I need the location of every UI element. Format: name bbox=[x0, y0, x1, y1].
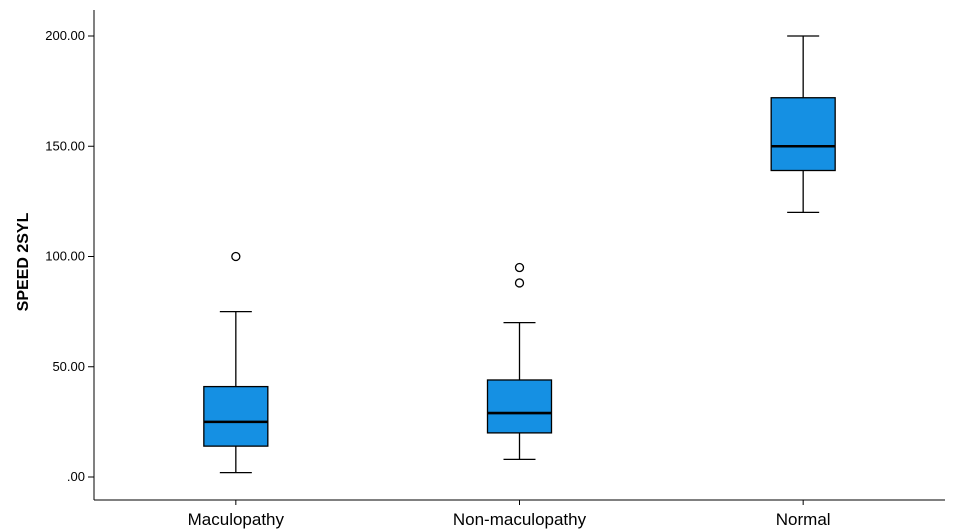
outlier-point bbox=[514, 278, 525, 288]
x-category-label: Normal bbox=[776, 510, 831, 529]
box-group bbox=[770, 35, 836, 214]
box-iqr bbox=[486, 379, 553, 434]
box-iqr bbox=[203, 385, 269, 447]
x-category-label: Non-maculopathy bbox=[453, 510, 587, 529]
box-iqr bbox=[770, 97, 836, 172]
y-tick-label: 200.00 bbox=[45, 28, 85, 43]
boxes bbox=[203, 35, 836, 474]
x-axis-ticks: Maculopathy Non-maculopathy Normal bbox=[188, 500, 831, 529]
x-category-label: Maculopathy bbox=[188, 510, 285, 529]
y-tick-label: 150.00 bbox=[45, 138, 85, 153]
y-tick-label: .00 bbox=[67, 469, 85, 484]
y-tick-label: 50.00 bbox=[52, 359, 85, 374]
y-axis-ticks: .00 50.00 100.00 150.00 200.00 bbox=[45, 28, 94, 484]
outlier-point bbox=[231, 251, 241, 262]
box-group bbox=[203, 251, 269, 474]
y-axis-title: SPEED 2SYL bbox=[15, 212, 32, 311]
box-group bbox=[486, 262, 553, 461]
outlier-point bbox=[514, 262, 525, 273]
y-tick-label: 100.00 bbox=[45, 249, 85, 264]
